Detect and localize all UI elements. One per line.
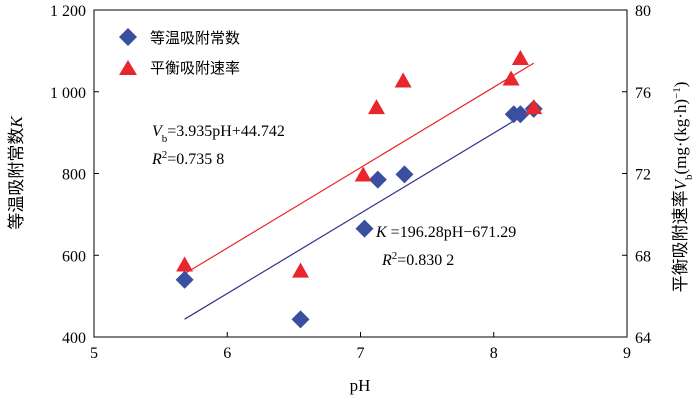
rate-data-point — [511, 50, 529, 66]
x-tick-label: 6 — [223, 345, 231, 362]
legend: 等温吸附常数 平衡吸附速率 — [119, 28, 240, 77]
isotherm-data-point — [368, 170, 387, 189]
rate-data-point — [367, 99, 385, 115]
right-y-tick-label: 80 — [635, 3, 651, 20]
isotherm-data-point — [175, 270, 194, 289]
x-tick-labels: 5 6 7 8 9 — [90, 345, 631, 362]
rate-data-point — [502, 70, 520, 86]
legend-label-isotherm: 等温吸附常数 — [150, 29, 240, 47]
legend-marker-triangle — [119, 60, 137, 75]
left-y-tick-label: 800 — [62, 167, 86, 184]
isotherm-data-point — [395, 165, 414, 184]
isotherm-fit-r-squared: R2=0.830 2 — [381, 250, 454, 269]
fit-lines — [184, 62, 535, 320]
rate-fit-equation: Vb=3.935pH+44.742 — [152, 123, 285, 145]
right-y-tick-labels: 64 68 72 76 80 — [635, 3, 651, 347]
x-tick-label: 5 — [90, 345, 98, 362]
left-y-tick-label: 600 — [62, 248, 86, 265]
rate-data-point — [394, 72, 412, 88]
rate-fit-r-squared: R2=0.735 8 — [151, 149, 224, 168]
left-y-tick-labels: 400 600 800 1 000 1 200 — [50, 3, 86, 347]
isotherm-data-point — [511, 105, 530, 124]
right-y-axis-title: 平衡吸附速率Vb(mg·(kg·h)−1) — [671, 82, 695, 293]
legend-marker-diamond — [119, 28, 137, 46]
x-axis-title: pH — [350, 376, 371, 395]
left-y-axis-title: 等温吸附常数K — [7, 115, 26, 230]
right-y-tick-label: 76 — [635, 85, 651, 102]
rate-data-point — [176, 256, 194, 272]
left-y-tick-label: 1 000 — [50, 85, 86, 102]
rate-data-point — [525, 99, 543, 115]
legend-label-rate: 平衡吸附速率 — [150, 60, 240, 77]
x-tick-label: 7 — [357, 345, 365, 362]
rate-data-point — [354, 166, 372, 182]
data-markers — [175, 50, 543, 329]
left-y-tick-label: 1 200 — [50, 3, 86, 20]
rate-fit-line — [184, 62, 535, 275]
right-y-tick-label: 68 — [635, 248, 651, 265]
plot-frame — [93, 9, 628, 338]
x-tick-label: 9 — [623, 345, 631, 362]
isotherm-data-point — [355, 219, 374, 238]
rate-data-point — [292, 262, 310, 278]
right-y-tick-label: 72 — [635, 167, 651, 184]
left-y-tick-label: 400 — [62, 330, 86, 347]
right-y-tick-label: 64 — [635, 330, 651, 347]
isotherm-fit-equation: K =196.28pH−671.29 — [375, 224, 516, 241]
isotherm-data-point — [291, 310, 310, 329]
isotherm-fit-line — [184, 108, 535, 320]
x-tick-label: 8 — [490, 345, 498, 362]
